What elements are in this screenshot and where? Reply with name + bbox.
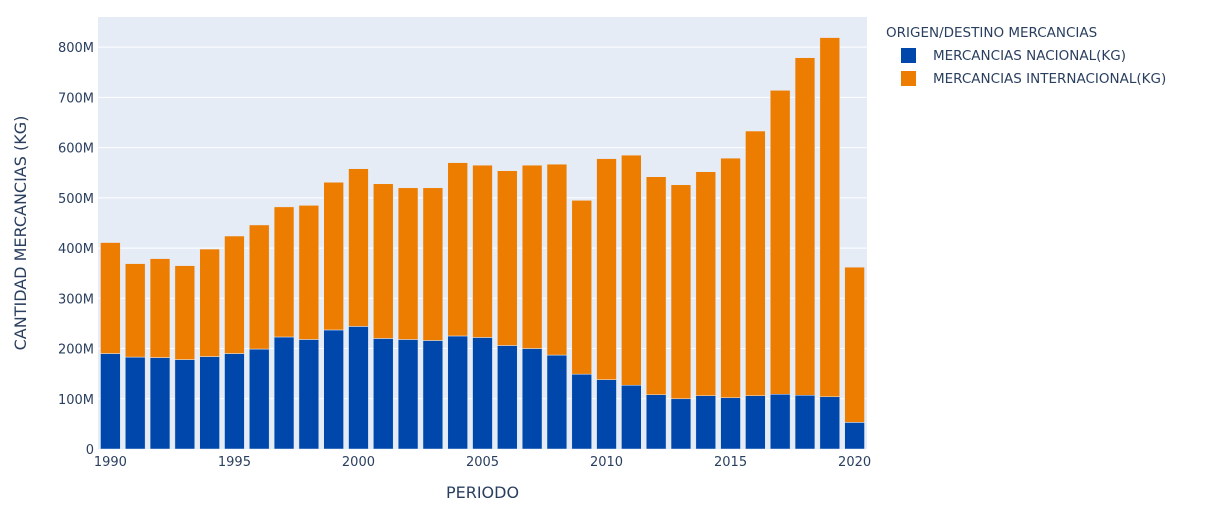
y-axis-ticks: 0 100M 200M 300M 400M 500M 600M 700M 800M: [58, 41, 94, 458]
bar-nacional[interactable]: [397, 339, 419, 450]
bar-internacional[interactable]: [497, 170, 518, 346]
bar-nacional[interactable]: [224, 353, 245, 450]
bar-nacional[interactable]: [844, 422, 865, 450]
bar-nacional[interactable]: [745, 395, 766, 450]
bar-nacional[interactable]: [571, 373, 592, 450]
x-axis-title: PERIODO: [446, 483, 519, 502]
bar-internacional[interactable]: [571, 200, 592, 375]
bar-nacional[interactable]: [497, 345, 518, 450]
bar-nacional[interactable]: [298, 339, 320, 450]
bar-nacional[interactable]: [323, 329, 344, 450]
bar-internacional[interactable]: [770, 90, 791, 395]
y-axis-title: CANTIDAD MERCANCIAS (KG): [11, 116, 30, 351]
y-tick-label: 0: [86, 443, 94, 458]
x-tick-label: 1995: [218, 455, 251, 470]
bar-nacional[interactable]: [149, 357, 171, 450]
bar-nacional[interactable]: [100, 353, 121, 450]
bar-internacional[interactable]: [422, 187, 444, 341]
bar-nacional[interactable]: [670, 398, 692, 450]
legend-label: MERCANCIAS NACIONAL(KG): [933, 48, 1126, 64]
bar-internacional[interactable]: [695, 171, 716, 397]
bar-nacional[interactable]: [819, 396, 840, 450]
bar-internacional[interactable]: [397, 187, 419, 340]
bar-internacional[interactable]: [472, 164, 493, 338]
y-tick-label: 300M: [58, 292, 94, 307]
bar-nacional[interactable]: [273, 336, 295, 450]
x-tick-label: 2010: [590, 455, 623, 470]
bar-nacional[interactable]: [645, 394, 667, 450]
legend-title: ORIGEN/DESTINO MERCANCIAS: [886, 25, 1097, 41]
x-tick-label: 2020: [838, 455, 871, 470]
bar-nacional[interactable]: [695, 395, 716, 450]
x-tick-label: 2000: [342, 455, 375, 470]
bar-internacional[interactable]: [720, 157, 741, 399]
legend[interactable]: ORIGEN/DESTINO MERCANCIAS MERCANCIAS NAC…: [886, 25, 1166, 87]
bar-nacional[interactable]: [199, 356, 220, 450]
bar-nacional[interactable]: [720, 397, 741, 450]
bar-internacional[interactable]: [149, 258, 171, 358]
bar-internacional[interactable]: [199, 248, 220, 357]
bar-internacional[interactable]: [745, 130, 766, 397]
bar-internacional[interactable]: [224, 235, 245, 354]
bar-nacional[interactable]: [546, 354, 568, 450]
y-tick-label: 700M: [58, 91, 94, 106]
bar-internacional[interactable]: [373, 183, 394, 339]
x-tick-label: 2005: [466, 455, 499, 470]
bar-internacional[interactable]: [348, 168, 369, 327]
bar-nacional[interactable]: [125, 356, 146, 450]
bar-internacional[interactable]: [621, 154, 642, 386]
bar-internacional[interactable]: [794, 57, 816, 396]
bar-internacional[interactable]: [174, 265, 195, 360]
bar-internacional[interactable]: [447, 162, 468, 337]
bar-internacional[interactable]: [273, 206, 295, 338]
bar-internacional[interactable]: [100, 242, 121, 354]
y-tick-label: 600M: [58, 142, 94, 157]
legend-item[interactable]: MERCANCIAS INTERNACIONAL(KG): [901, 71, 1166, 87]
bar-nacional[interactable]: [447, 335, 468, 450]
bar-internacional[interactable]: [596, 158, 617, 380]
x-tick-label: 2015: [714, 455, 747, 470]
bar-nacional[interactable]: [174, 359, 195, 450]
y-tick-label: 800M: [58, 41, 94, 56]
legend-label: MERCANCIAS INTERNACIONAL(KG): [933, 71, 1166, 87]
bar-internacional[interactable]: [298, 205, 320, 340]
bar-nacional[interactable]: [472, 337, 493, 450]
bar-nacional[interactable]: [373, 338, 394, 450]
bar-internacional[interactable]: [249, 224, 270, 350]
y-tick-label: 500M: [58, 192, 94, 207]
bar-nacional[interactable]: [521, 348, 543, 450]
y-tick-label: 100M: [58, 393, 94, 408]
legend-item[interactable]: MERCANCIAS NACIONAL(KG): [901, 48, 1126, 64]
bar-nacional[interactable]: [770, 393, 791, 450]
legend-swatch: [901, 71, 916, 86]
bar-internacional[interactable]: [670, 184, 692, 400]
y-tick-label: 400M: [58, 242, 94, 257]
y-tick-label: 200M: [58, 343, 94, 358]
x-axis-ticks: 1990 1995 2000 2005 2010 2015 2020: [94, 455, 871, 470]
legend-swatch: [901, 48, 916, 63]
bar-internacional[interactable]: [546, 163, 568, 356]
bar-nacional[interactable]: [422, 340, 444, 450]
bar-internacional[interactable]: [521, 164, 543, 349]
bar-nacional[interactable]: [249, 348, 270, 450]
bar-internacional[interactable]: [125, 263, 146, 358]
legend-items[interactable]: MERCANCIAS NACIONAL(KG) MERCANCIAS INTERN…: [901, 48, 1166, 87]
bar-nacional[interactable]: [596, 379, 617, 450]
bar-nacional[interactable]: [794, 395, 816, 450]
bar-internacional[interactable]: [844, 266, 865, 423]
bar-nacional[interactable]: [348, 326, 369, 450]
bar-nacional[interactable]: [621, 384, 642, 450]
bar-internacional[interactable]: [323, 182, 344, 331]
bars: [100, 37, 865, 450]
bar-internacional[interactable]: [819, 37, 840, 398]
bar-internacional[interactable]: [645, 176, 667, 395]
x-tick-label: 1990: [94, 455, 127, 470]
